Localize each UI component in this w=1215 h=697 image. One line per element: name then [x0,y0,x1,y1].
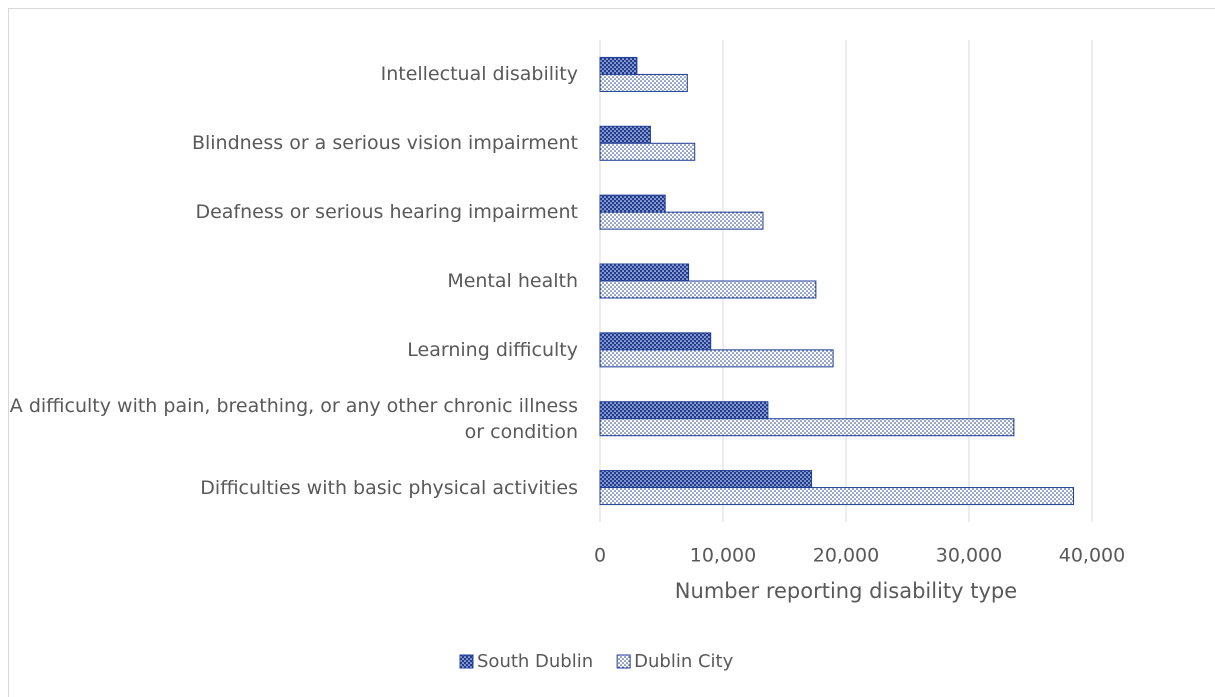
bar [599,332,712,351]
bar [599,125,651,144]
legend-label: South Dublin [477,651,593,672]
x-tick-label: 0 [594,545,606,567]
y-tick-label: Difficulties with basic physical activit… [200,476,578,499]
bar [599,56,638,75]
legend-swatch [459,654,474,669]
x-tick-label: 20,000 [813,545,879,567]
x-tick-label: 10,000 [690,545,756,567]
y-tick-label: Learning difficulty [407,338,578,361]
bar [599,280,817,299]
x-axis-title: Number reporting disability type [675,579,1017,603]
bar [599,142,696,161]
y-tick-label: A difficulty with pain, breathing, or an… [9,394,578,443]
legend-swatch [616,654,631,669]
bar [599,263,690,282]
y-tick-label: Intellectual disability [380,63,578,86]
y-tick-label: Mental health [447,270,578,292]
legend-label: Dublin City [634,651,733,672]
chart-frame [8,8,1215,697]
x-tick-label: 30,000 [936,545,1002,567]
y-tick-label: Blindness or a serious vision impairment [191,132,578,155]
bar [599,418,1015,437]
bar [599,349,834,368]
bar [599,73,688,92]
y-tick-label: Deafness or serious hearing impairment [195,201,578,224]
bar [599,211,764,230]
bar [599,401,769,420]
bar [599,487,1075,506]
bar [599,470,813,489]
bar [599,194,666,213]
x-tick-label: 40,000 [1059,545,1125,567]
